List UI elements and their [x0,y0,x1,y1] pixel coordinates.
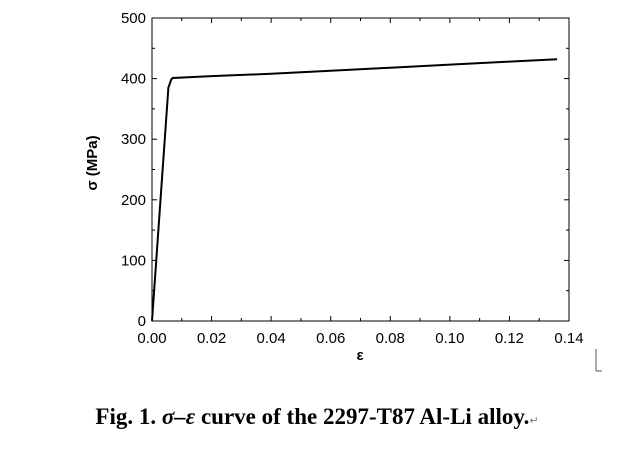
axis-ticks [151,17,570,322]
x-tick-label: 0.00 [137,330,166,347]
x-tick-label: 0.08 [376,330,405,347]
text-cursor-mark [595,349,602,372]
x-tick-label: 0.12 [495,330,524,347]
series-line [151,58,558,322]
x-tick-label: 0.14 [554,330,583,347]
y-tick-label: 100 [121,252,146,269]
y-axis-title: σ (MPa) [84,135,101,190]
caption-suffix: curve of the 2297-T87 Al-Li alloy. [195,404,530,429]
paragraph-return-icon: ↵ [529,414,539,427]
figure-caption: Fig. 1. σ–ε curve of the 2297-T87 Al-Li … [0,404,634,430]
x-tick-label: 0.10 [435,330,464,347]
y-tick-label: 0 [138,313,146,330]
y-tick-label: 300 [121,131,146,148]
x-tick-label: 0.06 [316,330,345,347]
caption-prefix: Fig. 1. [95,404,162,429]
axis-tick-labels: 0.00 0.02 0.04 0.06 0.08 0.10 0.12 0.14 0 100 200 3… [121,10,584,347]
x-axis-title: ε [356,347,363,364]
y-tick-label: 400 [121,71,146,88]
caption-symbols: σ–ε [161,404,196,429]
x-tick-label: 0.02 [197,330,226,347]
y-tick-label: 500 [121,10,146,27]
plot-frame [151,17,570,322]
y-tick-label: 200 [121,192,146,209]
x-tick-label: 0.04 [257,330,286,347]
